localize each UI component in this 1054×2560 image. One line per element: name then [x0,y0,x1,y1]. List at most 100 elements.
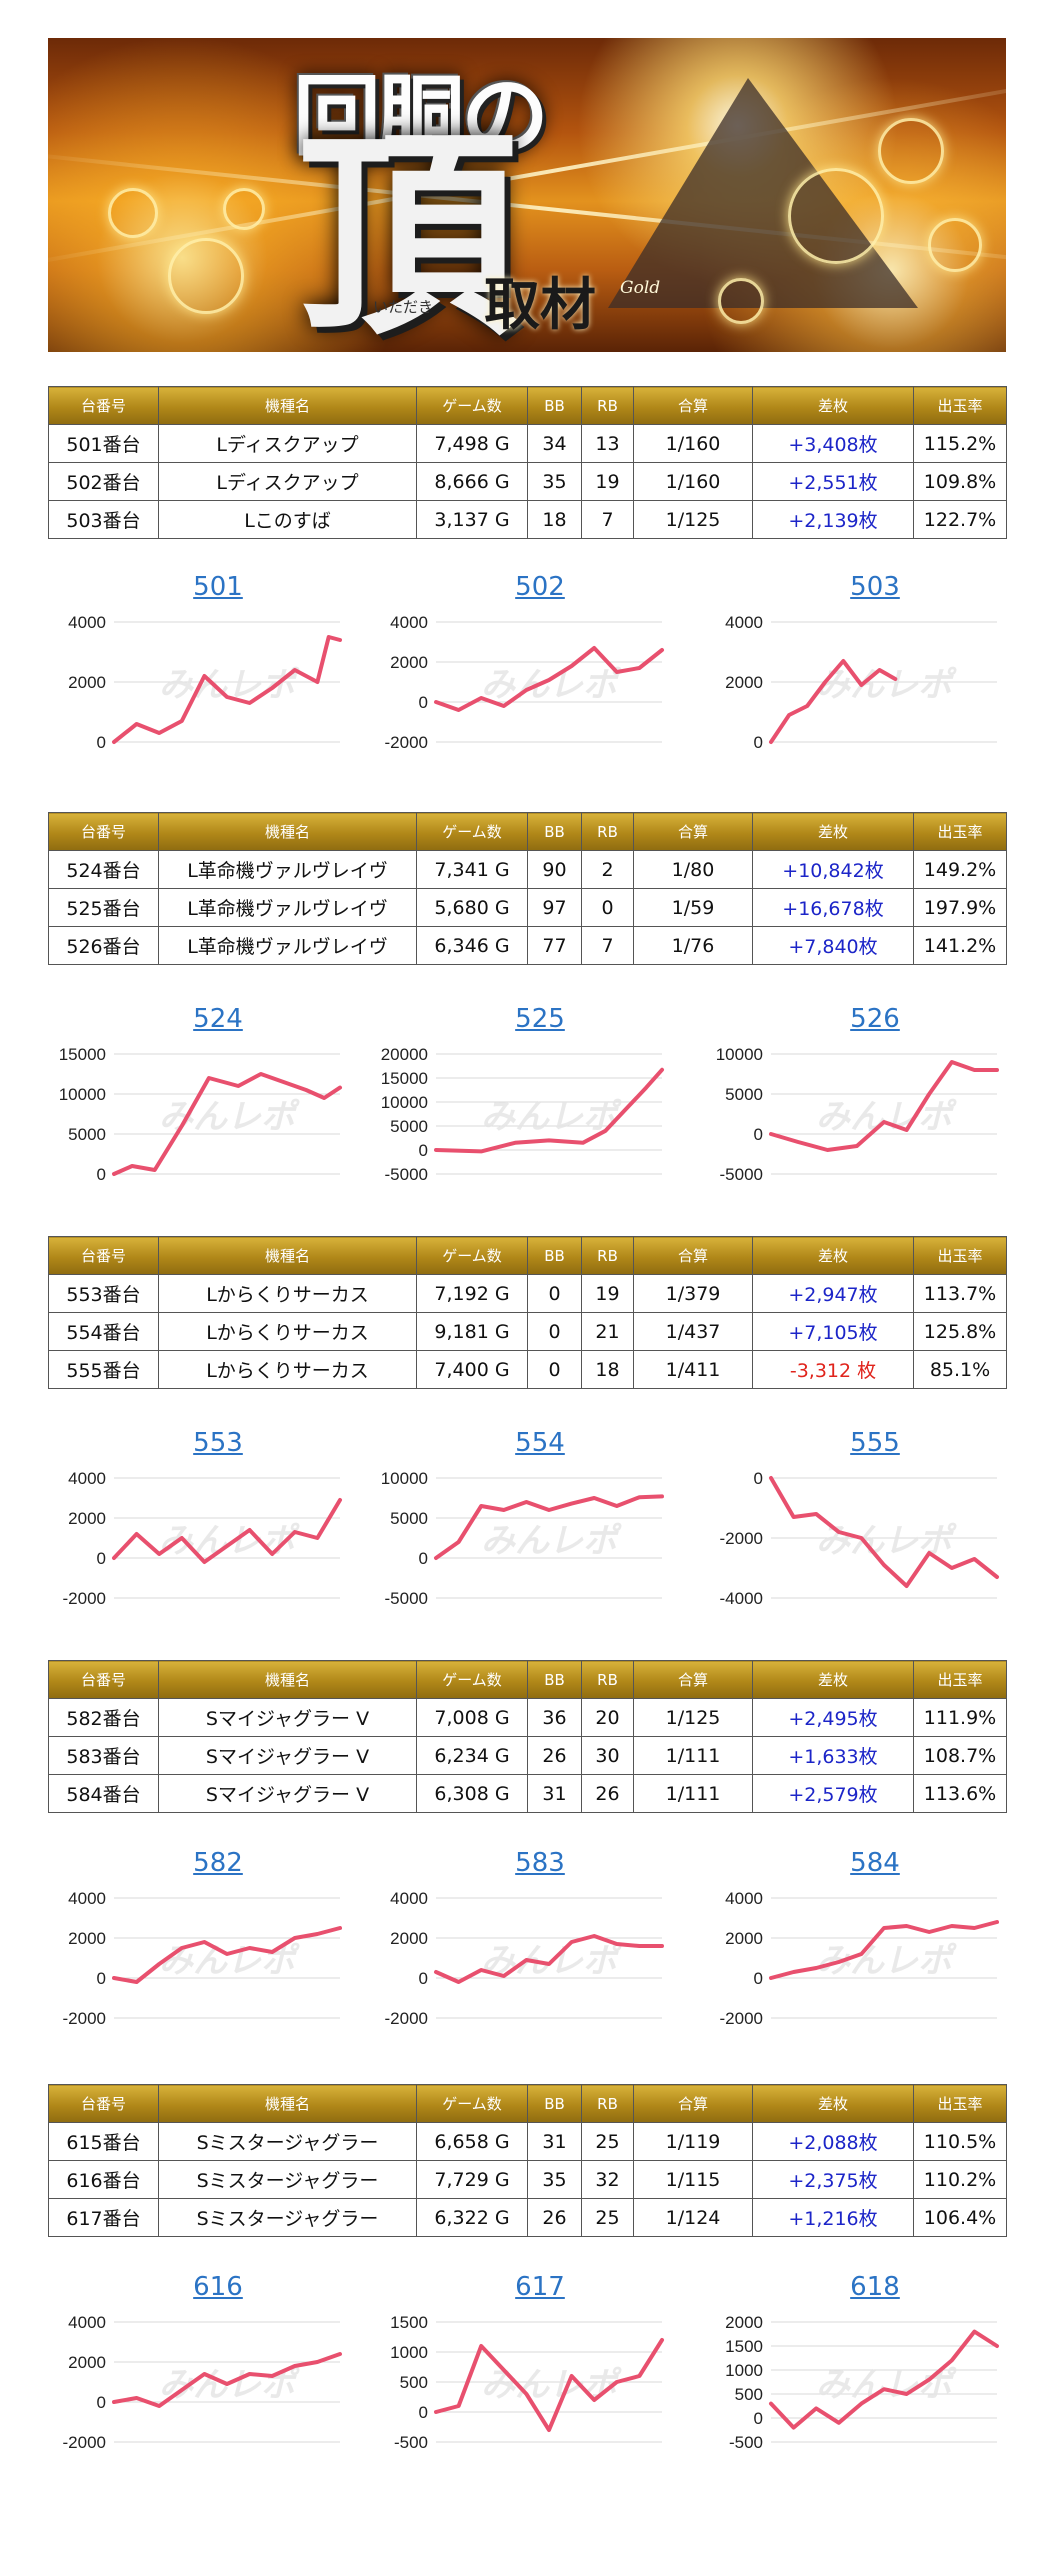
cell-rate: 111.9% [913,1698,1007,1737]
slump-chart: 583 -2000 0 2000 4000 みんレポ [370,1848,670,2038]
chart-title-link[interactable]: 502 [515,572,565,602]
cell-total: 1/160 [633,424,753,463]
cell-id: 555番台 [48,1350,159,1389]
table-row: 553番台 Lからくりサーカス 7,192 G 0 19 1/379 +2,947枚 113.… [48,1274,1007,1313]
cell-diff: +2,139枚 [752,500,914,539]
cell-rb: 25 [581,2122,634,2161]
series-line [434,1067,664,1154]
cell-rate: 113.7% [913,1274,1007,1313]
column-header-total: 合算 [633,812,753,851]
slump-chart: 526 -5000 0 5000 10000 みんレポ [705,1004,1005,1194]
y-tick-label: 0 [97,733,106,752]
y-tick-label: -5000 [385,1589,428,1608]
y-tick-label: 2000 [390,1929,428,1948]
watermark-logo: みんレポ [816,2366,957,2404]
cell-id: 582番台 [48,1698,159,1737]
chart-title-link[interactable]: 553 [193,1428,243,1458]
stats-table: 台番号 機種名 ゲーム数 BB RB 合算 差枚 出玉率 553番台 Lからくりサーカス 7,192… [48,1236,1007,1389]
chart-title-link[interactable]: 501 [193,572,243,602]
column-header-id: 台番号 [48,2084,159,2123]
chart-title-link[interactable]: 583 [515,1848,565,1878]
table-row: 616番台 Sミスタージャグラー 7,729 G 35 32 1/115 +2,375枚 11… [48,2160,1007,2199]
cell-diff: -3,312 枚 [752,1350,914,1389]
y-tick-label: 10000 [716,1045,763,1064]
cell-bb: 18 [527,500,582,539]
sparkle-icon [718,278,764,324]
y-tick-label: 0 [754,2409,763,2428]
slump-chart: 584 -2000 0 2000 4000 みんレポ [705,1848,1005,2038]
column-header-bb: BB [527,1660,582,1699]
table-header-row: 台番号 機種名 ゲーム数 BB RB 合算 差枚 出玉率 [48,2084,1007,2123]
stats-table: 台番号 機種名 ゲーム数 BB RB 合算 差枚 出玉率 582番台 Sマイジャグラー V 7,00… [48,1660,1007,1813]
table-row: 524番台 L革命機ヴァルヴレイヴ 7,341 G 90 2 1/80 +10,842枚 14… [48,850,1007,889]
y-tick-label: 0 [419,1141,428,1160]
cell-model: L革命機ヴァルヴレイヴ [158,850,417,889]
table-row: 501番台 Lディスクアップ 7,498 G 34 13 1/160 +3,408枚 115.… [48,424,1007,463]
column-header-model: 機種名 [158,386,417,425]
chart-plot: -5000 0 5000 10000 みんレポ [381,1469,664,1608]
column-header-bb: BB [527,386,582,425]
cell-model: L革命機ヴァルヴレイヴ [158,926,417,965]
watermark-logo: みんレポ [481,1098,622,1136]
cell-id: 502番台 [48,462,159,501]
y-tick-label: 2000 [390,653,428,672]
cell-id: 503番台 [48,500,159,539]
watermark-logo: みんレポ [481,666,622,704]
y-tick-label: 10000 [381,1093,428,1112]
slump-chart: 553 -2000 0 2000 4000 みんレポ [48,1428,348,1618]
chart-title-link[interactable]: 525 [515,1004,565,1034]
cell-bb: 36 [527,1698,582,1737]
cell-diff: +2,947枚 [752,1274,914,1313]
cell-rb: 7 [581,926,634,965]
chart-title-link[interactable]: 503 [850,572,900,602]
cell-model: Lからくりサーカス [158,1350,417,1389]
cell-games: 3,137 G [416,500,528,539]
cell-total: 1/125 [633,500,753,539]
cell-bb: 0 [527,1312,582,1351]
y-tick-label: 4000 [68,613,106,632]
cell-rb: 32 [581,2160,634,2199]
y-tick-label: 2000 [68,1929,106,1948]
y-tick-label: 5000 [390,1509,428,1528]
stats-table: 台番号 機種名 ゲーム数 BB RB 合算 差枚 出玉率 501番台 Lディスクアップ 7,498 … [48,386,1007,539]
series-line [112,1072,342,1176]
series-line [434,1934,664,1984]
cell-diff: +2,088枚 [752,2122,914,2161]
cell-diff: +1,216枚 [752,2198,914,2237]
slump-chart: 525 -5000 0 5000 10000 15000 20000 みんレポ [370,1004,670,1194]
column-header-id: 台番号 [48,386,159,425]
chart-title-link[interactable]: 617 [515,2272,565,2302]
column-header-games: ゲーム数 [416,1236,528,1275]
cell-rate: 197.9% [913,888,1007,927]
column-header-games: ゲーム数 [416,1660,528,1699]
chart-title-link[interactable]: 616 [193,2272,243,2302]
chart-title-link[interactable]: 524 [193,1004,243,1034]
chart-title-link[interactable]: 584 [850,1848,900,1878]
table-row: 582番台 Sマイジャグラー V 7,008 G 36 20 1/125 +2,495枚 11… [48,1698,1007,1737]
cell-games: 6,234 G [416,1736,528,1775]
chart-title-link[interactable]: 554 [515,1428,565,1458]
y-tick-label: 4000 [390,1889,428,1908]
column-header-rate: 出玉率 [913,1236,1007,1275]
column-header-id: 台番号 [48,1660,159,1699]
chart-title-link[interactable]: 618 [850,2272,900,2302]
chart-title-link[interactable]: 555 [850,1428,900,1458]
column-header-diff: 差枚 [752,1236,914,1275]
chart-title-link[interactable]: 526 [850,1004,900,1034]
y-tick-label: 0 [419,1549,428,1568]
y-tick-label: 2000 [725,2313,763,2332]
cell-total: 1/124 [633,2198,753,2237]
sparkle-icon [878,118,944,184]
cell-model: Sマイジャグラー V [158,1698,417,1737]
sparkle-icon [788,168,884,264]
column-header-rate: 出玉率 [913,386,1007,425]
cell-rb: 0 [581,888,634,927]
y-tick-label: 0 [419,1969,428,1988]
column-header-rb: RB [581,1660,634,1699]
banner-title-gold: Gold [620,278,661,298]
column-header-total: 合算 [633,1236,753,1275]
chart-title-link[interactable]: 582 [193,1848,243,1878]
